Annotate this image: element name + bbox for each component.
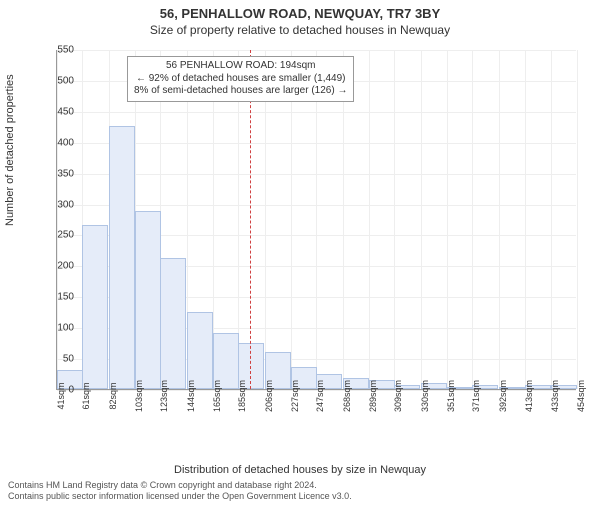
x-tick: 61sqm	[81, 382, 91, 409]
x-tick: 433sqm	[550, 380, 560, 412]
x-tick: 454sqm	[576, 380, 586, 412]
y-tick: 250	[44, 230, 74, 241]
x-tick: 165sqm	[212, 380, 222, 412]
x-tick: 227sqm	[290, 380, 300, 412]
x-tick: 351sqm	[446, 380, 456, 412]
callout-box: 56 PENHALLOW ROAD: 194sqm← 92% of detach…	[127, 56, 354, 102]
x-tick: 206sqm	[264, 380, 274, 412]
histogram-bar	[160, 258, 186, 389]
gridline-v	[57, 50, 58, 389]
x-axis-label: Distribution of detached houses by size …	[0, 464, 600, 476]
x-tick: 330sqm	[420, 380, 430, 412]
histogram-bar	[109, 126, 135, 389]
x-tick: 185sqm	[237, 380, 247, 412]
histogram-bar	[135, 211, 161, 389]
x-tick: 392sqm	[498, 380, 508, 412]
callout-line2: ← 92% of detached houses are smaller (1,…	[134, 73, 347, 86]
gridline-v	[421, 50, 422, 389]
y-tick: 550	[44, 45, 74, 56]
y-tick: 450	[44, 106, 74, 117]
callout-line1: 56 PENHALLOW ROAD: 194sqm	[134, 60, 347, 73]
y-tick: 100	[44, 323, 74, 334]
x-tick: 123sqm	[159, 380, 169, 412]
x-tick: 144sqm	[186, 380, 196, 412]
gridline-v	[525, 50, 526, 389]
x-tick: 247sqm	[315, 380, 325, 412]
gridline-v	[551, 50, 552, 389]
callout-line3: 8% of semi-detached houses are larger (1…	[134, 85, 347, 98]
gridline-v	[499, 50, 500, 389]
x-tick: 371sqm	[471, 380, 481, 412]
x-tick: 103sqm	[134, 380, 144, 412]
y-tick: 350	[44, 168, 74, 179]
y-tick: 50	[44, 354, 74, 365]
credits: Contains HM Land Registry data © Crown c…	[8, 480, 352, 502]
histogram-bar	[187, 312, 213, 389]
y-tick: 150	[44, 292, 74, 303]
gridline-v	[369, 50, 370, 389]
y-axis-label: Number of detached properties	[4, 74, 16, 226]
credits-line1: Contains HM Land Registry data © Crown c…	[8, 480, 352, 491]
plot-region: 56 PENHALLOW ROAD: 194sqm← 92% of detach…	[56, 50, 576, 390]
y-tick: 400	[44, 137, 74, 148]
gridline-v	[577, 50, 578, 389]
chart-area: 56 PENHALLOW ROAD: 194sqm← 92% of detach…	[56, 50, 576, 422]
histogram-bar	[82, 225, 108, 389]
y-tick: 200	[44, 261, 74, 272]
x-tick: 41sqm	[56, 382, 66, 409]
credits-line2: Contains public sector information licen…	[8, 491, 352, 502]
gridline-v	[394, 50, 395, 389]
y-tick: 300	[44, 199, 74, 210]
page-title: 56, PENHALLOW ROAD, NEWQUAY, TR7 3BY	[0, 6, 600, 21]
x-tick: 268sqm	[342, 380, 352, 412]
gridline-v	[447, 50, 448, 389]
x-tick: 413sqm	[524, 380, 534, 412]
x-tick: 82sqm	[108, 382, 118, 409]
x-tick: 309sqm	[393, 380, 403, 412]
y-tick: 500	[44, 75, 74, 86]
page-subtitle: Size of property relative to detached ho…	[0, 23, 600, 37]
gridline-v	[472, 50, 473, 389]
x-tick: 289sqm	[368, 380, 378, 412]
